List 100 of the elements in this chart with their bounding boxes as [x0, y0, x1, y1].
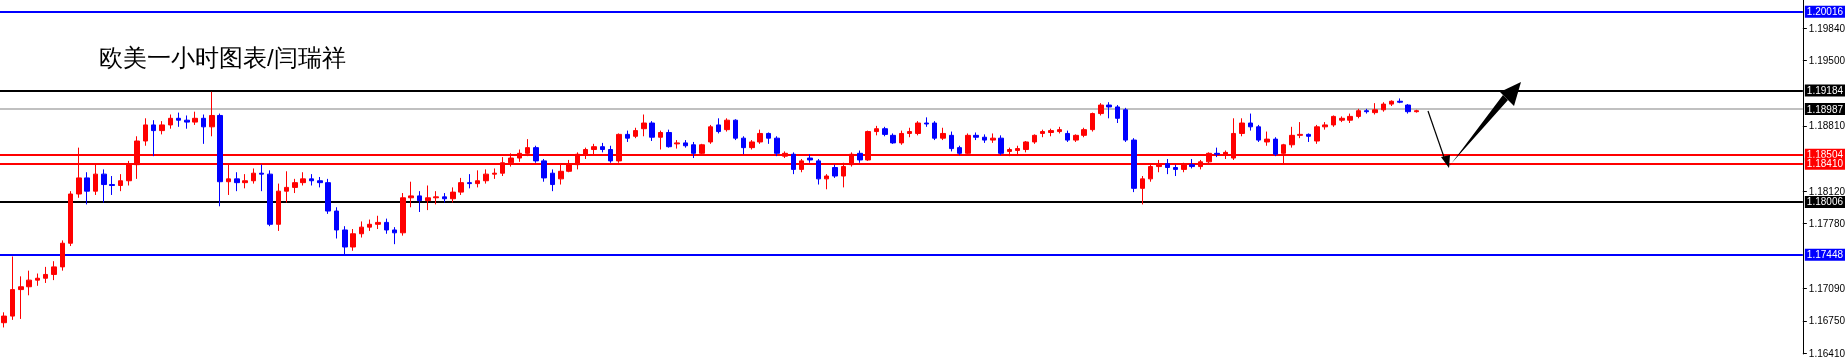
candlestick — [192, 111, 198, 126]
candlestick — [350, 228, 356, 252]
candlestick — [118, 173, 123, 192]
candlestick — [1331, 114, 1336, 128]
candlestick — [957, 145, 962, 156]
y-tick-label: 1.16410 — [1808, 347, 1846, 358]
candlestick — [874, 125, 879, 136]
candlestick — [666, 129, 672, 149]
candlestick — [924, 116, 929, 128]
candlestick — [251, 167, 256, 185]
candlestick — [915, 120, 921, 136]
candlestick — [1297, 121, 1303, 139]
candlestick — [674, 139, 680, 150]
candlestick — [932, 120, 937, 141]
candlestick — [1131, 137, 1137, 193]
candlestick — [384, 218, 389, 235]
candlestick — [1389, 99, 1394, 107]
candlestick — [159, 120, 165, 135]
candlestick — [84, 171, 90, 205]
candlestick — [1397, 97, 1403, 104]
candlestick — [649, 120, 655, 142]
candlestick — [334, 206, 339, 239]
candlestick — [176, 112, 181, 128]
candlestick — [1090, 112, 1095, 133]
candlestick — [442, 192, 447, 204]
candlestick — [433, 190, 439, 205]
candlestick — [267, 169, 273, 227]
candlestick — [60, 239, 65, 272]
candlestick — [51, 260, 57, 281]
candlestick — [242, 173, 248, 189]
candlestick — [317, 176, 323, 188]
candlestick — [425, 184, 431, 211]
candlestick — [1, 311, 7, 328]
candlestick — [982, 133, 987, 144]
candlestick — [143, 117, 148, 147]
candlestick — [1214, 147, 1220, 158]
candlestick — [708, 124, 713, 145]
candlestick — [774, 135, 780, 157]
candlestick — [1040, 129, 1045, 138]
candlestick — [1032, 133, 1037, 145]
y-tick-label: 1.19500 — [1808, 55, 1846, 67]
candlestick — [1405, 103, 1411, 115]
candlestick — [101, 168, 107, 204]
candlestick — [724, 117, 730, 133]
candlestick — [68, 190, 73, 247]
candlestick — [217, 113, 223, 207]
candlestick — [483, 168, 489, 185]
candlestick — [1314, 124, 1320, 145]
candlestick — [658, 130, 663, 151]
candlestick — [882, 126, 888, 137]
candlestick — [633, 127, 638, 139]
candlestick — [816, 158, 821, 186]
candlestick — [234, 171, 240, 192]
candlestick — [890, 132, 896, 145]
candlestick — [1081, 127, 1087, 138]
candlestick — [949, 131, 954, 152]
candlestick — [990, 132, 996, 144]
candlestick — [35, 273, 40, 287]
candlestick — [741, 135, 746, 155]
candlestick — [550, 168, 555, 192]
candlestick — [683, 139, 688, 149]
candlestick — [1289, 126, 1295, 149]
candlestick — [1073, 133, 1079, 143]
candlestick — [467, 173, 472, 189]
candlestick — [940, 127, 946, 141]
candlestick — [998, 134, 1004, 156]
y-tick-label: 1.18810 — [1808, 120, 1846, 132]
candlestick — [168, 114, 173, 130]
candlestick — [259, 164, 264, 192]
candlestick — [824, 173, 829, 190]
candlestick — [973, 131, 979, 141]
candlestick — [1414, 109, 1419, 114]
candlestick — [1356, 108, 1361, 119]
candlestick — [1273, 136, 1278, 157]
candlestick — [691, 141, 696, 159]
candlestick — [109, 175, 115, 196]
candlestick — [1098, 102, 1104, 116]
candlestick — [392, 226, 397, 245]
candlestick — [832, 164, 838, 179]
candlestick — [899, 130, 904, 146]
candlestick — [1189, 158, 1195, 169]
candlestick — [1256, 124, 1261, 143]
candlestick — [184, 114, 190, 130]
candlestick — [807, 153, 813, 164]
candlestick — [791, 151, 796, 175]
candlestick — [151, 119, 156, 157]
candlestick — [1140, 175, 1145, 205]
candlestick — [1106, 101, 1112, 119]
candlestick — [1173, 164, 1178, 177]
candlestick — [359, 220, 364, 239]
ref-line-label: 1.18987 — [1806, 103, 1844, 115]
y-tick-label: 1.19840 — [1808, 22, 1846, 34]
candlestick — [1339, 115, 1345, 123]
candlestick — [475, 169, 480, 188]
candlestick — [533, 145, 539, 164]
candlestick — [1065, 130, 1070, 143]
y-tick-label: 1.18120 — [1808, 185, 1846, 197]
candlestick — [1372, 102, 1378, 116]
candlestick — [408, 181, 414, 208]
candlestick — [201, 114, 206, 145]
